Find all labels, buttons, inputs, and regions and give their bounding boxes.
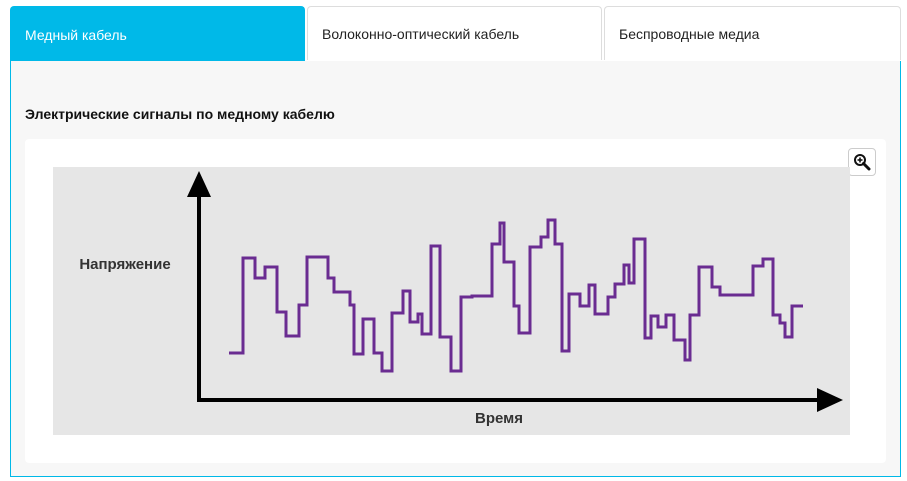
zoom-in-icon [854,154,871,171]
plot-background [53,167,850,435]
tab-fiber-optic-cable[interactable]: Волоконно-оптический кабель [307,6,602,60]
tab-label: Медный кабель [25,26,127,43]
x-axis-arrow [817,388,843,412]
tab-copper-cable[interactable]: Медный кабель [10,6,305,62]
signal-illustration: Напряжение Время [53,167,850,435]
signal-waveform [229,218,803,373]
tab-label: Беспроводные медиа [619,25,760,42]
tab-wireless-media[interactable]: Беспроводные медиа [604,6,901,60]
figure-card: Напряжение Время [25,139,886,463]
tab-bar: Медный кабель Волоконно-оптический кабел… [10,6,901,62]
y-axis-label: Напряжение [79,256,170,273]
tab-label: Волоконно-оптический кабель [322,25,520,42]
zoom-button[interactable] [848,148,876,176]
panel-title: Электрические сигналы по медному кабелю [25,106,335,122]
tab-panel: Электрические сигналы по медному кабелю … [10,61,901,477]
y-axis-arrow [187,171,211,197]
x-axis-label: Время [475,410,523,427]
